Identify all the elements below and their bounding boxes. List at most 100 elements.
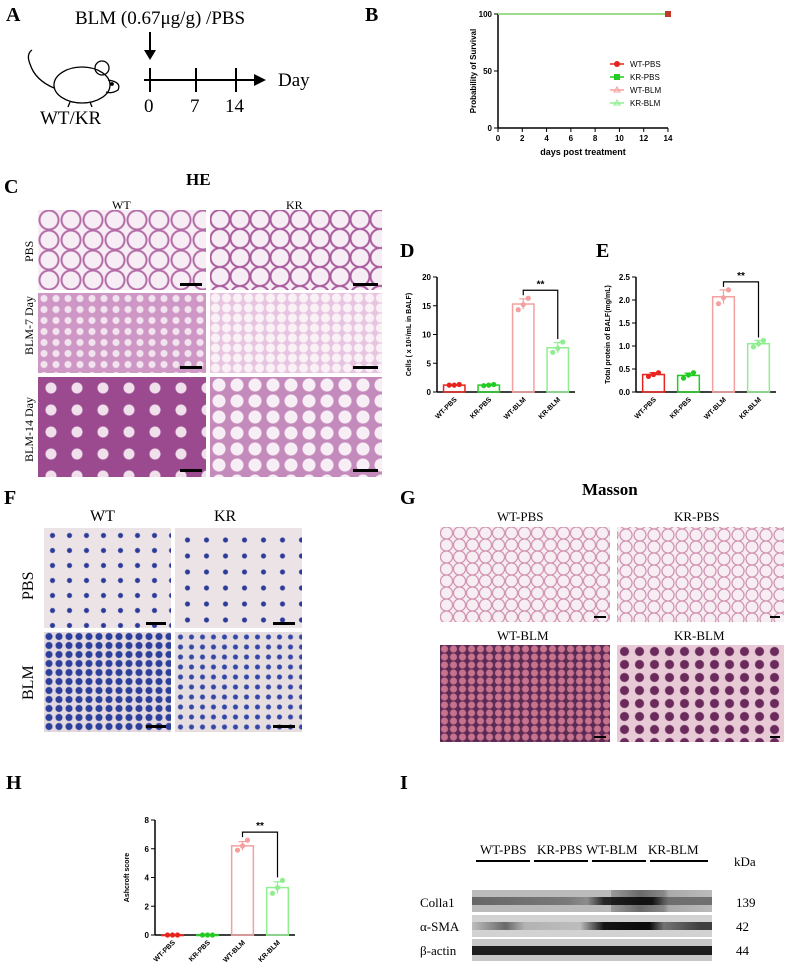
- panel-label-h: H: [6, 772, 22, 794]
- y-tick-label: 10: [422, 331, 431, 340]
- data-point: [645, 373, 652, 379]
- y-tick-label: 6: [145, 845, 150, 854]
- scale-bar: [180, 283, 202, 286]
- y-tick-label: 8: [145, 816, 150, 825]
- wb-group-bar: [592, 860, 646, 862]
- bar: [546, 346, 570, 393]
- x-tick-label: KR-BLM: [257, 939, 282, 964]
- x-tick-label: KR-PBS: [469, 396, 493, 420]
- x-tick-label: KR-PBS: [188, 939, 212, 963]
- wb-row-asma: α-SMA: [420, 919, 460, 934]
- wb-row-colla1: Colla1: [420, 895, 455, 910]
- data-point: [720, 295, 727, 301]
- data-point: [279, 877, 286, 883]
- he-row-blm7: BLM-7 Day: [22, 296, 36, 355]
- x-tick-label: WT-PBS: [434, 396, 458, 420]
- x-tick-label: KR-PBS: [669, 396, 693, 420]
- legend-marker: [614, 74, 620, 80]
- panel-label-g: G: [400, 487, 416, 509]
- y-tick-label: 50: [483, 67, 492, 76]
- treatment-label: BLM (0.67μg/g) /PBS: [75, 8, 246, 29]
- bar: [676, 374, 701, 393]
- wb-group-kr-blm: KR-BLM: [648, 842, 699, 857]
- data-point: [269, 890, 276, 896]
- data-point: [169, 932, 176, 938]
- data-point: [491, 381, 497, 388]
- western-blot: WT-PBS KR-PBS WT-BLM KR-BLM kDa Colla1 α…: [420, 840, 787, 970]
- y-tick-label: 5: [427, 359, 432, 368]
- data-point: [244, 837, 251, 843]
- panel-label-i: I: [400, 772, 408, 794]
- x-tick-label: 12: [639, 134, 648, 143]
- cyto-image-wt-pbs: [44, 528, 171, 628]
- data-point: [560, 339, 566, 345]
- he-col-wt: WT: [112, 198, 131, 212]
- panel-label-d: D: [400, 240, 415, 262]
- data-point: [680, 375, 687, 381]
- panel-label-c: C: [4, 176, 19, 198]
- panel-label-f: F: [4, 487, 17, 509]
- y-tick-label: 2: [145, 902, 150, 911]
- timeline-tick-0: 0: [144, 96, 154, 117]
- significance-bracket: [522, 289, 559, 339]
- panel-label-a: A: [6, 4, 21, 26]
- y-tick-label: 15: [422, 302, 431, 311]
- cyto-col-wt: WT: [90, 508, 115, 525]
- he-image-wt-blm7: [38, 293, 206, 373]
- wb-blot-asma: [472, 915, 712, 937]
- y-tick-label: 4: [145, 874, 150, 883]
- y-tick-label: 2.0: [619, 296, 631, 305]
- masson-label-wt-blm: WT-BLM: [497, 628, 549, 643]
- cyto-row-pbs: PBS: [20, 571, 37, 600]
- masson-image-kr-pbs: [617, 527, 784, 622]
- cyto-image-kr-pbs: [175, 528, 302, 628]
- scale-bar: [180, 366, 202, 369]
- legend-label: WT-BLM: [630, 86, 661, 95]
- scale-bar: [353, 366, 378, 369]
- bar: [746, 342, 771, 393]
- panel-label-b: B: [365, 4, 379, 26]
- bar: [265, 886, 290, 936]
- y-tick-label: 100: [479, 10, 493, 19]
- he-col-kr: KR: [286, 198, 303, 212]
- data-point: [650, 371, 657, 378]
- x-tick-label: 2: [520, 134, 525, 143]
- data-point: [690, 370, 697, 376]
- y-tick-label: 0: [427, 388, 432, 397]
- significance-bracket: [241, 831, 279, 878]
- wb-kda-bactin: 44: [736, 943, 749, 958]
- legend-marker: [613, 86, 621, 93]
- y-axis-label: Total protein of BALF(mg/mL): [605, 285, 612, 384]
- y-tick-label: 0.5: [619, 365, 631, 374]
- x-tick-label: WT-BLM: [503, 396, 528, 421]
- data-point: [725, 287, 732, 293]
- masson-label-wt-pbs: WT-PBS: [497, 509, 544, 524]
- x-axis-label: days post treatment: [540, 147, 626, 157]
- mouse-icon: [27, 49, 120, 108]
- wb-kda-header: kDa: [734, 854, 756, 869]
- he-title: HE: [186, 170, 211, 189]
- x-tick-label: KR-BLM: [738, 396, 763, 421]
- masson-image-kr-blm: [617, 645, 784, 742]
- he-image-kr-blm14: [210, 377, 382, 477]
- bar: [511, 303, 535, 393]
- timeline-axis-label: Day: [278, 70, 310, 91]
- legend-marker: [614, 61, 620, 67]
- x-tick-label: 8: [593, 134, 598, 143]
- masson-title: Masson: [582, 480, 638, 499]
- legend-label: KR-BLM: [630, 99, 661, 108]
- scale-bar: [594, 616, 606, 618]
- masson-image-wt-pbs: [440, 527, 610, 622]
- y-tick-label: 0: [488, 124, 493, 133]
- wb-blot-colla1: [472, 890, 712, 912]
- mouse-genotype-label: WT/KR: [40, 108, 102, 129]
- he-row-blm14: BLM-14 Day: [22, 397, 36, 462]
- balf-protein-chart: 0.0 0.5 1.0 1.5 2.0 2.5 Total protein of BALF(…: [605, 271, 776, 421]
- scale-bar: [180, 469, 202, 472]
- y-axis-label: Probability of Survival: [469, 29, 478, 113]
- he-row-pbs: PBS: [22, 240, 36, 262]
- data-point: [715, 301, 722, 307]
- wb-group-bar: [534, 860, 588, 862]
- data-point: [274, 884, 281, 891]
- y-tick-label: 2.5: [619, 273, 631, 282]
